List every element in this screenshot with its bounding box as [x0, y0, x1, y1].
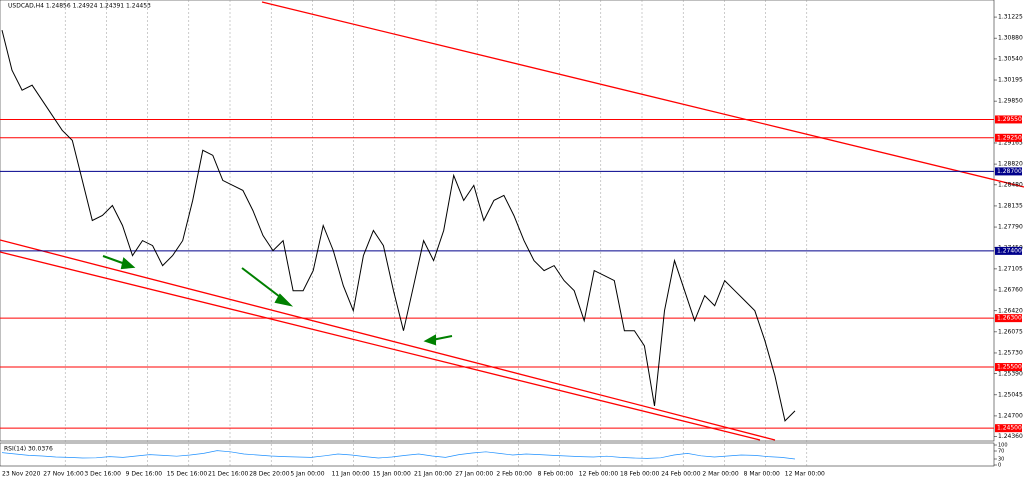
y-tick-label: 1.26420	[998, 307, 1023, 314]
level-label: 1.27400	[997, 247, 1022, 254]
x-tick-label: 12 Mar 00:00	[785, 471, 825, 478]
x-tick-label: 8 Mar 00:00	[744, 471, 780, 478]
x-tick-label: 28 Dec 20:00	[249, 471, 290, 478]
x-tick-label: 8 Feb 00:00	[538, 471, 574, 478]
level-box	[995, 424, 1022, 433]
rsi-line	[1, 450, 796, 460]
level-label: 1.29550	[997, 116, 1022, 123]
x-tick-label: 24 Feb 00:00	[661, 471, 701, 478]
level-label: 1.28700	[997, 168, 1022, 175]
y-tick-label: 1.25730	[998, 349, 1023, 356]
rsi-title: RSI(14) 30.0376	[4, 446, 53, 453]
trendline	[0, 239, 776, 441]
y-tick-label: 1.27790	[998, 224, 1023, 231]
level-box	[995, 167, 1022, 176]
rsi-tick-label: 70	[998, 449, 1004, 455]
level-box	[995, 115, 1022, 124]
chart-title: USDCAD,H4 1.24856 1.24924 1.24391 1.2445…	[8, 3, 151, 10]
y-tick-label: 1.29850	[998, 98, 1023, 105]
x-tick-label: 2 Mar 00:00	[702, 471, 738, 478]
x-tick-label: 27 Jan 00:00	[455, 471, 493, 478]
y-tick-label: 1.29165	[998, 139, 1023, 146]
y-tick-label: 1.25390	[998, 370, 1023, 377]
y-tick-label: 1.24700	[998, 412, 1023, 419]
level-label: 1.29250	[997, 134, 1022, 141]
level-box	[995, 363, 1022, 372]
x-tick-label: 3 Dec 16:00	[84, 471, 121, 478]
x-tick-label: 2 Feb 00:00	[496, 471, 532, 478]
y-tick-label: 1.28820	[998, 161, 1023, 168]
arrows	[102, 255, 453, 346]
x-tick-label: 5 Jan 00:00	[290, 471, 324, 478]
level-box	[995, 246, 1022, 255]
level-label: 1.24500	[997, 425, 1022, 432]
rsi-tick-label: 0	[998, 463, 1001, 469]
rsi-frame	[0, 442, 995, 467]
x-tick-label: 23 Nov 2020	[2, 471, 41, 478]
trendline	[0, 251, 761, 441]
y-tick-label: 1.30540	[998, 55, 1023, 62]
trendline	[261, 1, 1024, 188]
level-box	[995, 133, 1022, 142]
y-tick-label: 1.31225	[998, 14, 1023, 21]
y-tick-label: 1.27105	[998, 265, 1023, 272]
x-tick-label: 15 Jan 00:00	[373, 471, 411, 478]
y-tick-label: 1.24360	[998, 433, 1023, 440]
x-tick-label: 12 Feb 00:00	[579, 471, 619, 478]
level-box	[995, 314, 1022, 323]
x-tick-label: 27 Nov 16:00	[43, 471, 84, 478]
y-tick-label: 1.30880	[998, 35, 1023, 42]
x-tick-label: 21 Dec 16:00	[208, 471, 249, 478]
x-tick-label: 18 Feb 00:00	[620, 471, 660, 478]
y-tick-label: 1.28135	[998, 202, 1023, 209]
x-tick-label: 11 Jan 00:00	[332, 471, 370, 478]
price-line	[1, 29, 796, 422]
y-tick-label: 1.25045	[998, 391, 1023, 398]
y-tick-label: 1.30195	[998, 77, 1023, 84]
rsi-tick-label: 100	[998, 443, 1008, 449]
level-label: 1.25500	[997, 364, 1022, 371]
y-tick-label: 1.28480	[998, 181, 1023, 188]
y-tick-label: 1.26760	[998, 287, 1023, 294]
x-tick-label: 15 Dec 16:00	[167, 471, 208, 478]
level-label: 1.26300	[997, 315, 1022, 322]
x-tick-label: 21 Jan 00:00	[414, 471, 452, 478]
rsi-tick-label: 30	[998, 457, 1004, 463]
y-tick-label: 1.26075	[998, 328, 1023, 335]
x-tick-label: 9 Dec 16:00	[126, 471, 163, 478]
